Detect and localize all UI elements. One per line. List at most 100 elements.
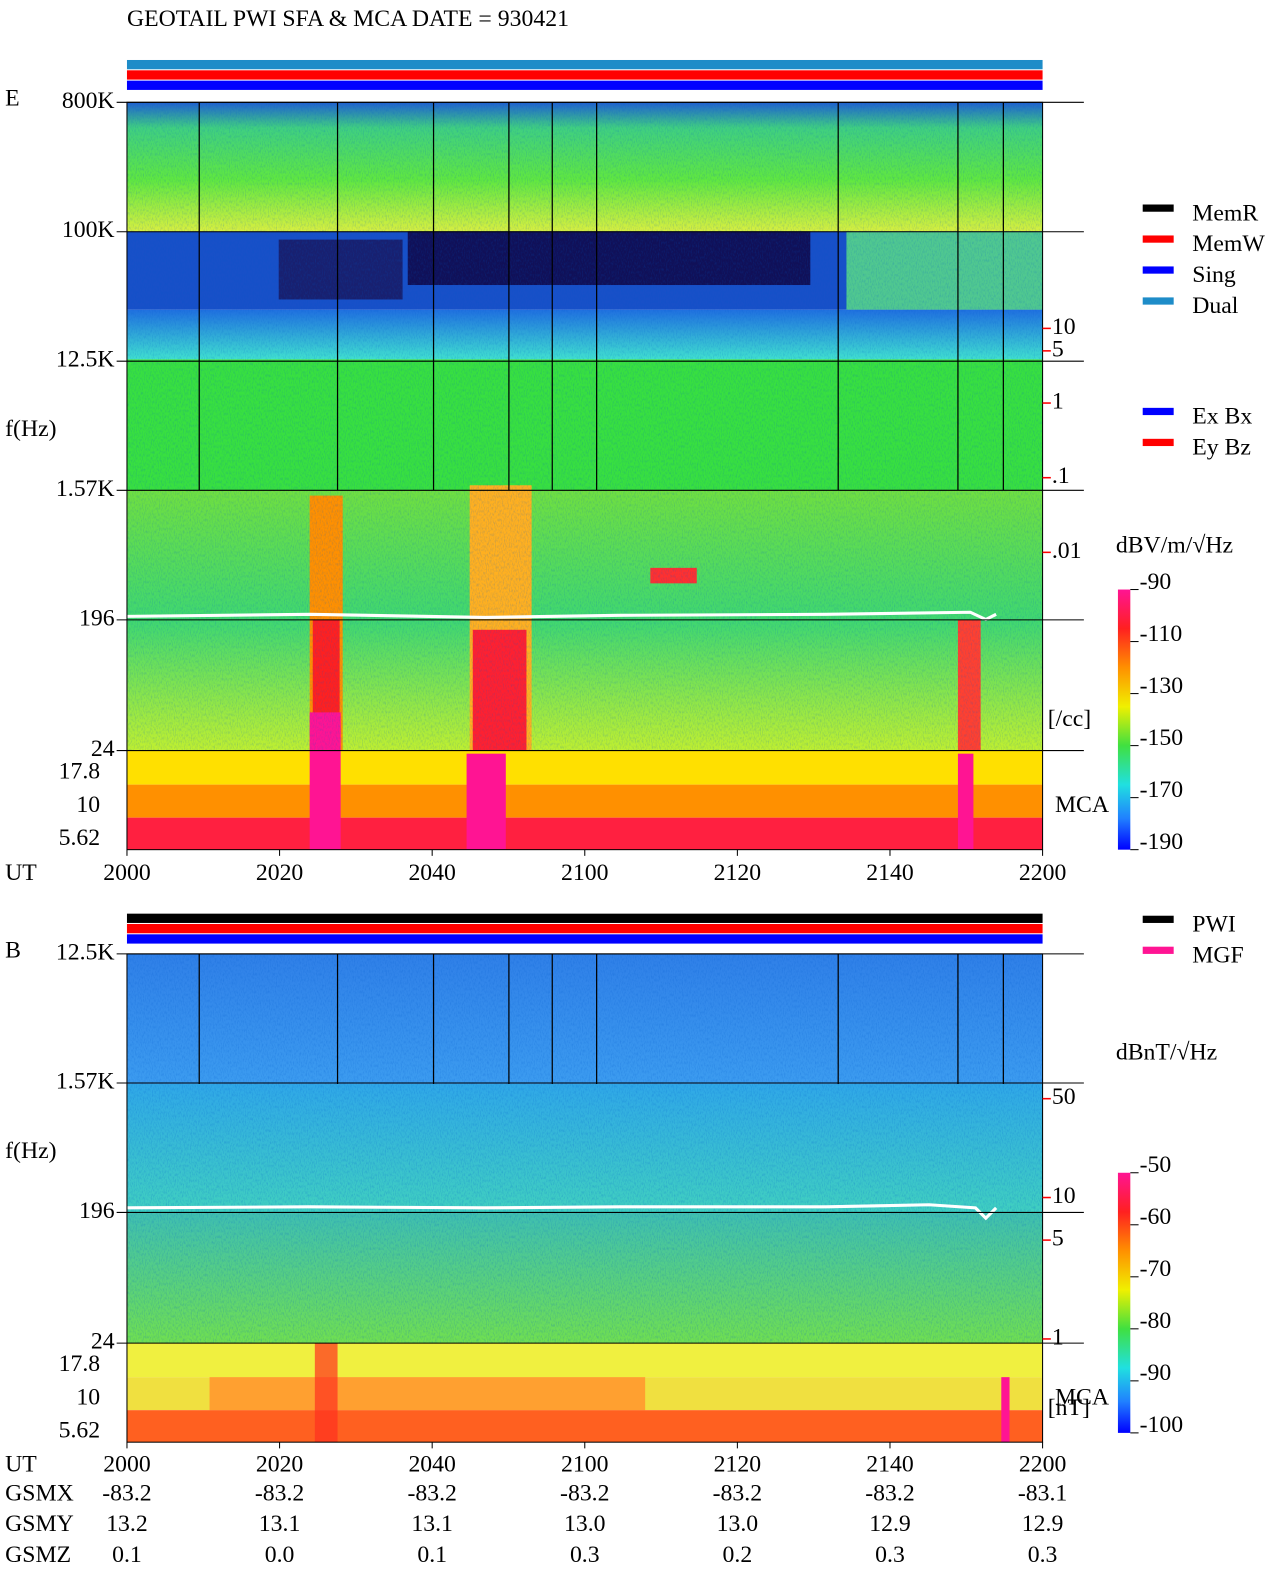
ephemeris-value: 0.1 (417, 1542, 447, 1568)
legend-label: MemR (1192, 200, 1258, 226)
colorbar (1117, 589, 1131, 850)
ephemeris-label: GSMX (5, 1480, 74, 1506)
mca-band (466, 753, 506, 850)
mca-band (1001, 1377, 1010, 1443)
colorbar-tick-label: -60 (1140, 1204, 1172, 1230)
legend-swatch (1142, 407, 1174, 416)
x-tick-label: 2000 (103, 1451, 150, 1477)
y-tick-label: 1.57K (56, 476, 115, 502)
x-tick-label: 2040 (408, 1451, 455, 1477)
x-tick-label: 2140 (866, 860, 913, 886)
ephemeris-value: 13.1 (411, 1511, 453, 1537)
spectrogram-e (126, 59, 1043, 850)
ephemeris-label: GSMY (5, 1511, 74, 1537)
status-bar (126, 70, 1043, 80)
ephemeris-value: 13.0 (717, 1511, 759, 1537)
y2-axis-label: [/cc] (1048, 706, 1091, 732)
ephemeris-value: -83.2 (407, 1480, 456, 1506)
mca-label: MCA (1055, 792, 1109, 818)
mca-band (126, 750, 1043, 785)
legend-swatch (1142, 204, 1174, 212)
x-tick-label: 2120 (714, 860, 761, 886)
colorbar-tick-label: -90 (1140, 1360, 1172, 1386)
legend-swatch (1142, 235, 1174, 243)
status-bar (126, 923, 1043, 934)
panel-letter: E (5, 86, 20, 112)
fce-line (126, 610, 997, 622)
status-bar (126, 934, 1043, 944)
legend-label: MGF (1192, 942, 1243, 968)
colorbar-tick-label: -130 (1140, 673, 1184, 699)
y2-tick-label: .01 (1052, 538, 1082, 564)
mca-channel-label: 5.62 (59, 1417, 101, 1443)
ephemeris-value: -83.2 (255, 1480, 304, 1506)
y-tick-label: 24 (91, 736, 115, 762)
colorbar-tick-label: -170 (1140, 777, 1184, 803)
y-tick-label: 12.5K (56, 939, 115, 965)
spectrogram-b (126, 913, 1043, 1443)
mca-channel-label: 17.8 (59, 1351, 101, 1377)
ephemeris-value: -83.2 (713, 1480, 762, 1506)
y-axis-label: f(Hz) (5, 416, 56, 442)
x-tick-label: 2000 (103, 860, 150, 886)
y2-tick-label: 10 (1052, 1183, 1076, 1209)
colorbar-tick-label: -190 (1140, 829, 1184, 855)
ephemeris-value: 0.3 (875, 1542, 905, 1568)
x-tick-label: 2020 (256, 860, 303, 886)
ephemeris-value: 0.3 (570, 1542, 600, 1568)
y2-tick-label: 1 (1052, 1324, 1064, 1350)
legend-swatch (1142, 915, 1174, 923)
x-axis-label: UT (5, 860, 37, 886)
ephemeris-value: 12.9 (869, 1511, 911, 1537)
y-tick-label: 24 (91, 1329, 115, 1355)
mca-channel-label: 10 (76, 792, 100, 818)
mca-channel-label: 5.62 (59, 825, 101, 851)
colorbar-label: dBV/m/√Hz (1116, 533, 1233, 559)
gap-lines (198, 102, 1004, 491)
ephemeris-value: -83.2 (560, 1480, 609, 1506)
legend-label: Ey Bz (1192, 435, 1251, 461)
colorbar-tick-label: -100 (1140, 1412, 1184, 1438)
y-tick-label: 100K (62, 217, 115, 243)
y2-tick-label: 50 (1052, 1084, 1076, 1110)
mca-band (126, 784, 1043, 818)
x-tick-label: 2200 (1019, 860, 1066, 886)
legend-swatch (1142, 438, 1174, 447)
mca-band (126, 817, 1043, 850)
texture (126, 953, 1043, 1344)
mca-band (314, 1343, 338, 1443)
mca-band (126, 1343, 1043, 1378)
colorbar-tick-label: -110 (1140, 621, 1183, 647)
ephemeris-value: 0.0 (265, 1542, 295, 1568)
x-tick-label: 2100 (561, 1451, 608, 1477)
y2-tick-label: 1 (1052, 388, 1064, 414)
mca-band (209, 1377, 646, 1411)
ephemeris-label: GSMZ (5, 1542, 71, 1568)
y-tick-label: 1.57K (56, 1068, 115, 1094)
colorbar-label: dBnT/√Hz (1116, 1040, 1217, 1066)
mca-channel-label: 10 (76, 1384, 100, 1410)
legend-swatch (1142, 266, 1174, 274)
x-tick-label: 2100 (561, 860, 608, 886)
legend-label: Ex Bx (1192, 404, 1252, 430)
y-axis-label: f(Hz) (5, 1138, 56, 1164)
x-axis-label: UT (5, 1451, 37, 1477)
y2-tick-label: 5 (1052, 336, 1064, 362)
colorbar-tick-label: -70 (1140, 1256, 1172, 1282)
y2-axis-label: [nT] (1048, 1395, 1090, 1421)
ephemeris-value: -83.1 (1018, 1480, 1067, 1506)
legend-swatch (1142, 297, 1174, 305)
x-tick-label: 2020 (256, 1451, 303, 1477)
ephemeris-value: 13.2 (106, 1511, 148, 1537)
y2-tick-label: 5 (1052, 1226, 1064, 1252)
mca-band (126, 1410, 1043, 1443)
y-tick-label: 196 (79, 605, 115, 631)
colorbar-tick-label: -80 (1140, 1308, 1172, 1334)
y-tick-label: 800K (62, 88, 115, 114)
ephemeris-value: 12.9 (1022, 1511, 1064, 1537)
x-tick-label: 2200 (1019, 1451, 1066, 1477)
ephemeris-value: 0.2 (723, 1542, 753, 1568)
mca-channel-label: 17.8 (59, 759, 101, 785)
